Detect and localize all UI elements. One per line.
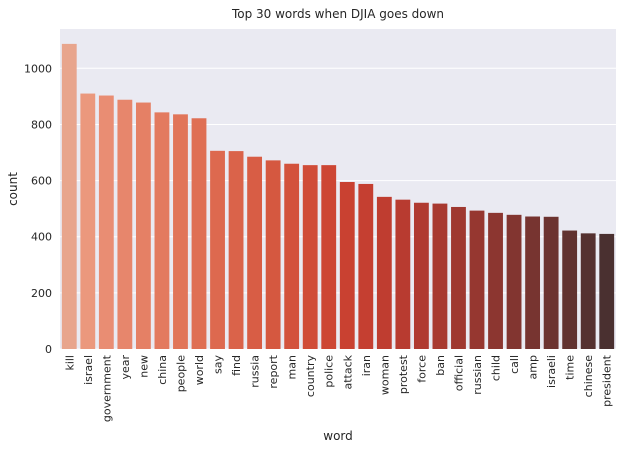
y-tick-label: 400	[31, 231, 52, 244]
x-tick-label: israel	[82, 355, 95, 385]
bar-woman	[376, 196, 392, 349]
chart-title: Top 30 words when DJIA goes down	[231, 7, 444, 21]
x-tick-label: year	[119, 355, 132, 380]
x-tick-label: amp	[527, 355, 540, 379]
x-tick-label: china	[156, 355, 169, 385]
x-tick-label: time	[564, 355, 577, 380]
x-tick-label: report	[267, 354, 280, 388]
x-tick-label: man	[286, 355, 299, 379]
bar-say	[210, 150, 225, 349]
bar-israeli	[543, 216, 559, 349]
x-tick-label: russian	[471, 355, 484, 395]
bar-government	[98, 95, 114, 350]
bar-child	[488, 212, 503, 349]
bar-russia	[247, 156, 263, 349]
bar-report	[265, 160, 281, 349]
bar-new	[135, 102, 151, 350]
bar-president	[599, 233, 615, 349]
x-tick-label: israeli	[545, 355, 558, 388]
x-tick-label: police	[323, 355, 336, 388]
bar-people	[173, 114, 188, 349]
x-tick-label: ban	[434, 355, 447, 376]
bar-world	[191, 118, 207, 350]
x-tick-label: world	[193, 355, 206, 385]
bar-man	[284, 163, 300, 349]
bars	[61, 43, 615, 350]
bar-kill	[61, 43, 77, 349]
x-tick-label: iran	[360, 355, 373, 376]
y-tick-label: 600	[31, 175, 52, 188]
bar-israel	[80, 93, 96, 349]
x-tick-label: people	[174, 355, 187, 393]
x-tick-label: child	[490, 355, 503, 381]
bar-police	[321, 165, 337, 349]
bar-find	[228, 151, 244, 349]
plot-background	[60, 29, 616, 349]
bar-chinese	[580, 233, 596, 349]
x-axis-title: word	[323, 429, 353, 443]
bar-country	[302, 165, 318, 349]
x-tick-label: call	[508, 355, 521, 374]
x-tick-label: country	[304, 355, 317, 398]
bar-year	[117, 99, 133, 349]
bar-china	[154, 112, 170, 349]
x-tick-label: force	[415, 355, 428, 383]
bar-iran	[358, 183, 374, 349]
x-tick-label: protest	[397, 354, 410, 394]
x-tick-label: woman	[378, 355, 391, 395]
x-tick-label: kill	[63, 355, 76, 371]
y-tick-label: 200	[31, 287, 52, 300]
y-axis-title: count	[6, 172, 20, 206]
x-tick-label: attack	[341, 354, 354, 389]
bar-call	[506, 214, 522, 349]
x-tick-label: new	[137, 355, 150, 378]
bar-protest	[395, 199, 411, 349]
x-tick-label: chinese	[582, 355, 595, 398]
x-tick-label: president	[601, 354, 614, 407]
bar-amp	[525, 216, 541, 349]
bar-ban	[432, 203, 448, 349]
x-tick-label: government	[100, 354, 113, 422]
bar-time	[562, 230, 578, 349]
x-tick-label: find	[230, 355, 243, 376]
x-axis-ticks: kill israel government year new china people wo…	[63, 354, 613, 422]
x-tick-label: russia	[249, 355, 262, 388]
x-tick-label: say	[212, 355, 225, 374]
x-tick-label: official	[452, 355, 465, 391]
y-tick-label: 0	[45, 343, 52, 356]
bar-attack	[339, 181, 355, 349]
bar-russian	[469, 210, 485, 349]
gridlines	[60, 67, 616, 350]
y-axis-ticks: 0 200 400 600 800 1000	[24, 62, 52, 356]
y-tick-label: 1000	[24, 62, 52, 75]
bar-official	[451, 206, 466, 349]
y-tick-label: 800	[31, 118, 52, 131]
bar-force	[413, 202, 429, 349]
